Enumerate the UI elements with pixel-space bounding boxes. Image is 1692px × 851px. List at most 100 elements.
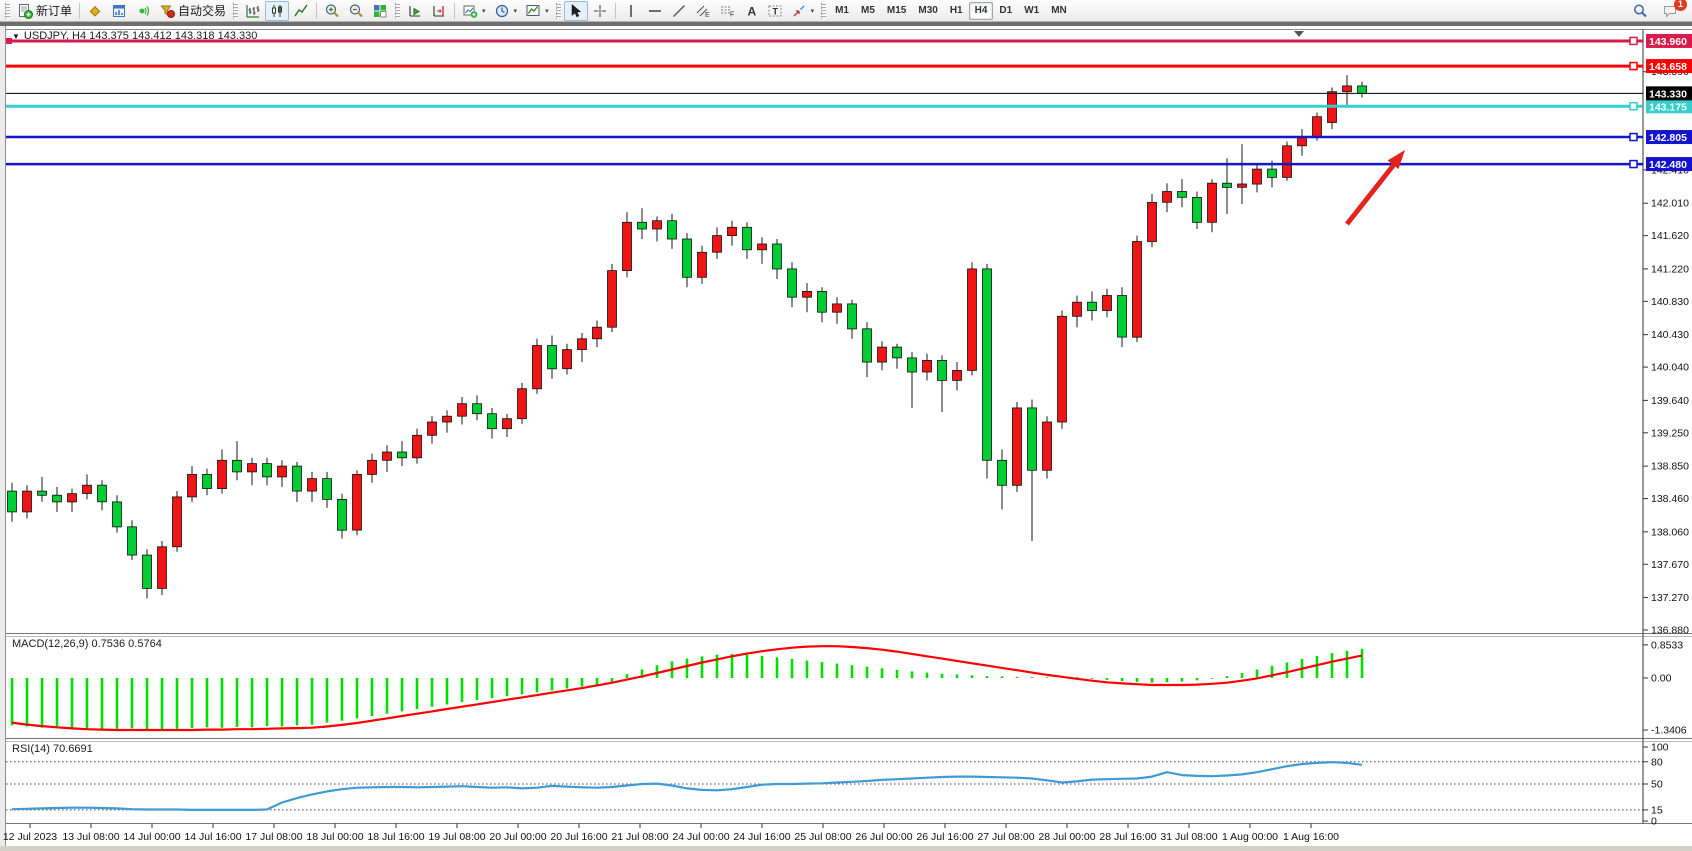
price-line-axis-label: 143.175: [1649, 101, 1687, 113]
macd-signal-line: [11, 645, 1363, 732]
new-order-button[interactable]: 新订单: [13, 1, 76, 21]
vertical-line-icon: [629, 4, 632, 17]
time-axis-label: 19 Jul 08:00: [428, 831, 485, 843]
timeframe-button-m5[interactable]: M5: [861, 5, 875, 16]
vertical-line-tool-button[interactable]: [619, 1, 643, 21]
price-axis-tick-label: 141.220: [1651, 263, 1689, 275]
toolbar-grip: [821, 2, 827, 19]
candle-bullish: [307, 478, 317, 492]
time-axis-label: 27 Jul 08:00: [977, 831, 1034, 843]
candle-bullish: [382, 451, 392, 461]
toolbar-separator: [454, 2, 456, 19]
price-line-handle[interactable]: [1629, 61, 1638, 71]
data-window-button[interactable]: [107, 1, 131, 21]
candle-bullish: [607, 270, 617, 328]
time-axis-label: 18 Jul 16:00: [367, 831, 424, 843]
toolbar: 新订单 自动交易 ▾ ▾ ▾ E F A T ▾ M1 M5 M15 M30 H1 H4 D1 W1 MN 1: [0, 0, 1692, 22]
tile-windows-button[interactable]: [368, 1, 392, 21]
timeframe-button-m15[interactable]: M15: [886, 5, 907, 16]
bar-chart-button[interactable]: [241, 1, 265, 21]
search-button[interactable]: [1628, 1, 1652, 21]
candle-bullish: [592, 326, 602, 340]
rsi-axis-label: 50: [1651, 779, 1663, 791]
price-axis-tick-label: 136.880: [1651, 625, 1689, 637]
candle-bullish: [1147, 201, 1157, 242]
label-tool-button[interactable]: T: [763, 1, 787, 21]
timeframe-button-m30[interactable]: M30: [918, 5, 938, 16]
candle-bullish: [187, 473, 197, 498]
candle-bullish: [577, 338, 587, 350]
candle-bullish: [1297, 137, 1307, 147]
arrow-shaft: [1345, 160, 1398, 226]
chevron-down-icon: ▾: [810, 7, 815, 15]
candle-bearish: [262, 463, 272, 478]
toolbar-grip: [5, 2, 10, 19]
price-line-handle[interactable]: [1629, 102, 1638, 111]
new-order-icon: [19, 3, 33, 19]
candle-bullish: [622, 221, 632, 272]
time-axis-label: 14 Jul 00:00: [123, 831, 180, 843]
price-axis-tick-label: 140.430: [1651, 329, 1689, 341]
channel-tool-button[interactable]: E: [691, 1, 715, 21]
toolbar-grip: [395, 2, 401, 19]
candle-bullish: [442, 415, 452, 423]
arrows-tool-button[interactable]: ▾: [787, 1, 819, 21]
chevron-down-icon: ▾: [482, 7, 486, 15]
horizontal-line-icon: [648, 9, 661, 12]
timeframe-button-d1[interactable]: D1: [999, 5, 1013, 16]
candle-bullish: [412, 434, 422, 459]
timeframe-button-h4[interactable]: H4: [968, 1, 994, 20]
svg-text:F: F: [730, 11, 734, 18]
auto-trading-button[interactable]: 自动交易: [155, 1, 230, 21]
candle-bullish: [697, 251, 707, 278]
price-line-handle[interactable]: [1629, 159, 1638, 169]
crosshair-tool-button[interactable]: [588, 1, 612, 21]
current-price-label: 143.330: [1649, 88, 1687, 100]
notification-badge: 1: [1674, 0, 1687, 11]
arrow-head: [1387, 150, 1405, 169]
candle-bearish: [997, 459, 1007, 486]
sound-button[interactable]: [131, 1, 155, 21]
search-icon: [1634, 4, 1647, 17]
price-axis-tick-label: 139.250: [1651, 427, 1689, 439]
price-line-handle[interactable]: [1629, 132, 1638, 142]
candle-bullish: [502, 418, 512, 430]
candle-bearish: [847, 303, 857, 330]
timeframe-button-w1[interactable]: W1: [1024, 5, 1040, 16]
line-selection-handle[interactable]: [6, 37, 12, 44]
text-tool-button[interactable]: A: [739, 1, 763, 21]
chart-shift-button[interactable]: [427, 1, 451, 21]
timeframe-button-m1[interactable]: M1: [835, 5, 849, 16]
fibonacci-tool-button[interactable]: F: [715, 1, 739, 21]
candles-layer: [7, 75, 1367, 599]
candlestick-chart-button[interactable]: [265, 0, 290, 21]
macd-axis-label: 0.8533: [1651, 639, 1683, 651]
trendline-tool-button[interactable]: [667, 1, 691, 21]
timeframe-button-h1[interactable]: H1: [949, 5, 963, 16]
price-axis-tick-label: 138.850: [1651, 461, 1689, 473]
line-chart-button[interactable]: [289, 1, 313, 21]
window-left-edge: [0, 26, 5, 851]
chart-shift-marker[interactable]: [1294, 31, 1304, 37]
candle-bearish: [127, 526, 137, 556]
cursor-tool-button[interactable]: [563, 0, 588, 21]
horizontal-line-tool-button[interactable]: [643, 1, 667, 21]
candle-bearish: [1087, 301, 1097, 311]
periods-button[interactable]: ▾: [490, 1, 522, 21]
notifications-button[interactable]: 1: [1658, 0, 1687, 21]
annotation-arrow[interactable]: [1345, 150, 1405, 226]
candle-bullish: [352, 473, 362, 531]
zoom-out-button[interactable]: [344, 1, 368, 21]
templates-button[interactable]: ▾: [521, 1, 553, 21]
candle-bullish: [67, 493, 77, 503]
time-axis-label: 13 Jul 08:00: [62, 831, 119, 843]
chart-dropdown-icon[interactable]: ▼: [12, 31, 20, 41]
price-line-handle[interactable]: [1629, 36, 1638, 46]
timeframe-button-mn[interactable]: MN: [1051, 5, 1067, 16]
new-chart-button[interactable]: ▾: [458, 1, 490, 21]
market-watch-button[interactable]: [83, 1, 107, 21]
zoom-in-button[interactable]: [320, 1, 344, 21]
auto-scroll-button[interactable]: [403, 1, 427, 21]
